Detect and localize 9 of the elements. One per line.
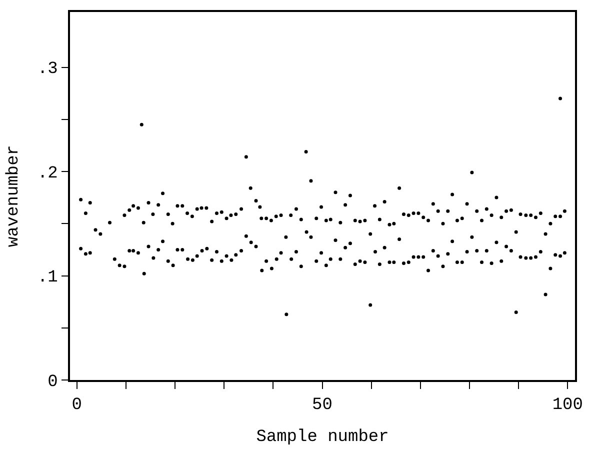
x-tick-label: 0	[72, 396, 82, 416]
y-axis-title: wavenumber	[4, 144, 24, 248]
y-tick-label: 0	[48, 372, 58, 392]
y-tick-label: .1	[37, 268, 58, 288]
y-tick-label: .2	[37, 164, 58, 184]
x-tick-label: 100	[552, 396, 583, 416]
y-tick-label: .3	[37, 60, 58, 80]
x-tick-label: 50	[312, 396, 332, 416]
x-axis-title: Sample number	[256, 428, 389, 448]
